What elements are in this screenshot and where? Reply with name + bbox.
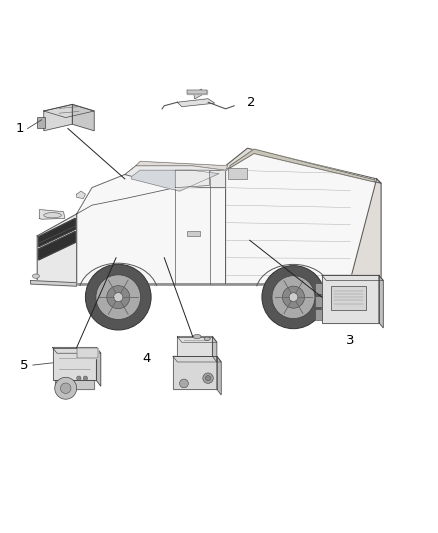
Polygon shape bbox=[39, 209, 65, 219]
Polygon shape bbox=[173, 356, 221, 362]
Polygon shape bbox=[226, 152, 381, 284]
Polygon shape bbox=[177, 336, 212, 356]
Polygon shape bbox=[31, 280, 77, 286]
Circle shape bbox=[262, 265, 325, 329]
Ellipse shape bbox=[193, 334, 201, 339]
Circle shape bbox=[289, 293, 298, 302]
Polygon shape bbox=[322, 275, 379, 322]
Bar bbox=[228, 168, 247, 179]
Circle shape bbox=[114, 293, 123, 302]
Bar bbox=[331, 286, 366, 310]
Polygon shape bbox=[187, 90, 207, 94]
Circle shape bbox=[205, 376, 211, 381]
Polygon shape bbox=[230, 149, 374, 182]
Polygon shape bbox=[39, 219, 75, 247]
Polygon shape bbox=[53, 348, 101, 353]
Ellipse shape bbox=[44, 213, 61, 218]
Bar bbox=[315, 283, 322, 294]
Polygon shape bbox=[77, 170, 226, 284]
Polygon shape bbox=[125, 166, 226, 188]
Circle shape bbox=[203, 373, 213, 383]
Ellipse shape bbox=[204, 337, 210, 341]
Polygon shape bbox=[77, 174, 175, 214]
Polygon shape bbox=[212, 336, 217, 362]
Circle shape bbox=[77, 376, 81, 381]
Polygon shape bbox=[226, 148, 381, 183]
Circle shape bbox=[107, 286, 130, 309]
Circle shape bbox=[283, 286, 304, 308]
Text: 4: 4 bbox=[143, 352, 151, 365]
Polygon shape bbox=[175, 170, 209, 188]
Text: 1: 1 bbox=[16, 122, 24, 135]
Circle shape bbox=[272, 276, 315, 319]
Polygon shape bbox=[55, 381, 94, 389]
Polygon shape bbox=[44, 104, 94, 118]
Circle shape bbox=[55, 377, 77, 399]
Circle shape bbox=[180, 379, 188, 388]
Polygon shape bbox=[96, 348, 101, 386]
Bar bbox=[315, 310, 322, 320]
Polygon shape bbox=[53, 348, 96, 381]
Bar bbox=[187, 231, 200, 236]
Text: 3: 3 bbox=[346, 334, 355, 348]
Polygon shape bbox=[173, 356, 217, 389]
Polygon shape bbox=[77, 348, 98, 359]
Polygon shape bbox=[177, 99, 215, 107]
Polygon shape bbox=[37, 214, 77, 284]
Polygon shape bbox=[72, 104, 94, 131]
Polygon shape bbox=[77, 191, 85, 199]
Polygon shape bbox=[136, 161, 228, 170]
Circle shape bbox=[85, 264, 151, 330]
Text: 5: 5 bbox=[20, 359, 28, 372]
Polygon shape bbox=[131, 170, 219, 191]
Bar bbox=[37, 117, 45, 128]
Circle shape bbox=[96, 275, 141, 319]
Polygon shape bbox=[379, 275, 383, 328]
Polygon shape bbox=[44, 104, 72, 131]
Polygon shape bbox=[194, 89, 203, 99]
Bar bbox=[315, 296, 322, 307]
Circle shape bbox=[60, 383, 71, 393]
Polygon shape bbox=[322, 275, 383, 280]
Text: 2: 2 bbox=[247, 96, 256, 109]
Polygon shape bbox=[177, 336, 217, 342]
Polygon shape bbox=[39, 231, 75, 260]
Polygon shape bbox=[350, 179, 381, 284]
Circle shape bbox=[83, 376, 88, 381]
Polygon shape bbox=[217, 356, 221, 395]
Ellipse shape bbox=[32, 274, 39, 278]
